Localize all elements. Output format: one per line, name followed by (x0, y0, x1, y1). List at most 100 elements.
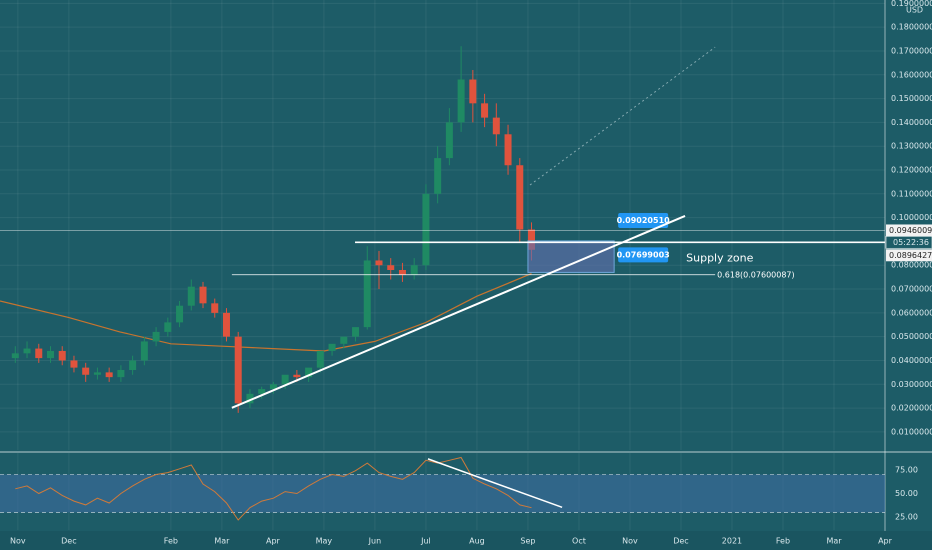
candle-body (46, 350, 54, 359)
candle-body (504, 134, 512, 166)
x-tick-label: Mar (826, 537, 842, 546)
dotted-line (529, 46, 716, 186)
candle-body (129, 360, 137, 370)
supply-zone (527, 240, 615, 273)
candle-body (363, 260, 371, 328)
rsi-line (15, 456, 532, 521)
moving-average (0, 273, 532, 352)
y-tick-label: 0.19000000 (891, 0, 932, 8)
fib-label: 0.618(0.07600087) (717, 270, 795, 279)
candle-body (258, 389, 266, 394)
x-tick-label: Mar (214, 537, 230, 546)
rsi-band (0, 474, 885, 513)
candle-body (352, 327, 360, 337)
candle-body (434, 158, 442, 194)
x-tick-label: Jul (420, 537, 431, 546)
candle-body (410, 265, 418, 275)
x-tick-label: Dec (673, 537, 688, 546)
candle-body (140, 341, 148, 361)
candle-body (457, 79, 465, 123)
rsi-tick-label: 25.00 (895, 513, 918, 522)
candle-body (222, 312, 230, 337)
x-tick-label: Nov (622, 537, 638, 546)
x-tick-label: Jun (368, 537, 382, 546)
candle-body (70, 360, 78, 368)
candle-body (340, 336, 348, 344)
candle-body (528, 229, 536, 250)
countdown-label: 05:22:36 (893, 238, 929, 247)
x-tick-label: Dec (61, 537, 76, 546)
x-tick-label: Aug (469, 537, 485, 546)
candle-body (305, 367, 313, 378)
x-tick-label: Feb (776, 537, 790, 546)
candle-body (269, 384, 277, 390)
candle-body (58, 350, 66, 361)
candle-body (469, 79, 477, 104)
currency-label: USD (906, 6, 923, 15)
candle-body (492, 117, 500, 135)
last-price-label: 0.08964276 (889, 251, 932, 260)
x-tick-label: 2021 (722, 537, 742, 546)
candle-body (234, 336, 242, 404)
x-tick-label: Apr (266, 537, 281, 546)
candle-body (375, 260, 383, 266)
x-tick-label: Nov (10, 537, 26, 546)
candle-body (387, 265, 395, 270)
last-price-tag (886, 249, 932, 262)
candle-body (11, 353, 19, 359)
x-axis-strip (0, 531, 932, 550)
candle-body (246, 393, 254, 404)
candle-body (93, 372, 101, 375)
x-tick-label: May (316, 537, 333, 546)
x-tick-label: Oct (572, 537, 586, 546)
candle-body (211, 303, 219, 313)
candle-body (105, 372, 113, 378)
rsi-trendline (427, 458, 563, 509)
trendline (231, 215, 686, 409)
candle-body (281, 374, 289, 385)
candle-body (293, 374, 301, 378)
zone-bottom-label: 0.07699003 (617, 250, 670, 259)
high-tag-label: 0.09460091 (889, 226, 932, 235)
x-tick-label: Apr (878, 537, 893, 546)
candle-body (152, 331, 160, 342)
candle-body (164, 322, 172, 332)
candle-body (316, 350, 324, 368)
candle-body (481, 103, 489, 118)
candle-body (328, 343, 336, 351)
candle-body (187, 286, 195, 306)
x-tick-label: Sep (520, 537, 535, 546)
zone-bottom-tag (618, 247, 669, 263)
zone-top-label: 0.09020510 (617, 216, 671, 225)
candle-body (23, 348, 31, 354)
candle-body (398, 270, 406, 275)
zone-name: Supply zone (686, 251, 753, 264)
x-tick-label: Feb (164, 537, 178, 546)
candle-body (516, 165, 524, 230)
candle-body (117, 370, 125, 378)
candle-body (82, 367, 90, 375)
rsi-tick-label: 75.00 (895, 465, 918, 474)
countdown-tag (885, 235, 932, 249)
candle-body (199, 286, 207, 304)
candle-body (422, 193, 430, 266)
candle-body (35, 348, 43, 359)
rsi-tick-label: 50.00 (895, 489, 918, 498)
